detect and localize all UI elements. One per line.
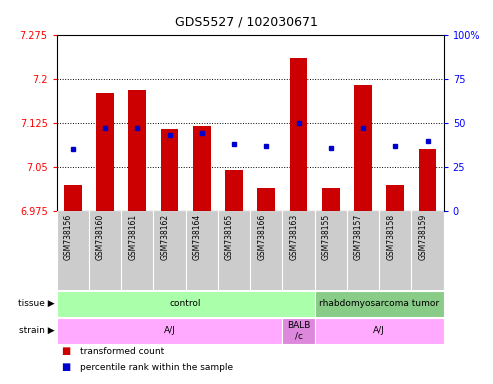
Bar bbox=[57, 318, 282, 344]
Bar bbox=[193, 126, 211, 211]
Bar bbox=[57, 291, 315, 317]
Text: GSM738160: GSM738160 bbox=[96, 214, 105, 260]
Bar bbox=[57, 211, 89, 290]
Bar bbox=[225, 170, 243, 211]
Bar bbox=[64, 185, 82, 211]
Text: tissue ▶: tissue ▶ bbox=[18, 299, 54, 308]
Bar bbox=[282, 318, 315, 344]
Text: BALB
/c: BALB /c bbox=[287, 321, 310, 340]
Text: GSM738163: GSM738163 bbox=[289, 214, 299, 260]
Text: A/J: A/J bbox=[373, 326, 385, 335]
Bar bbox=[121, 211, 153, 290]
Text: strain ▶: strain ▶ bbox=[19, 326, 54, 335]
Bar bbox=[290, 58, 308, 211]
Text: GSM738161: GSM738161 bbox=[128, 214, 138, 260]
Bar bbox=[153, 211, 186, 290]
Bar bbox=[186, 211, 218, 290]
Bar bbox=[419, 149, 436, 211]
Bar bbox=[315, 318, 444, 344]
Bar bbox=[387, 185, 404, 211]
Bar bbox=[129, 91, 146, 211]
Text: GSM738158: GSM738158 bbox=[387, 214, 395, 260]
Bar bbox=[250, 211, 282, 290]
Text: ■: ■ bbox=[62, 346, 71, 356]
Bar bbox=[89, 211, 121, 290]
Bar bbox=[315, 211, 347, 290]
Bar bbox=[96, 93, 114, 211]
Text: GSM738159: GSM738159 bbox=[419, 214, 427, 260]
Bar bbox=[354, 84, 372, 211]
Text: GDS5527 / 102030671: GDS5527 / 102030671 bbox=[175, 15, 318, 28]
Bar bbox=[322, 188, 340, 211]
Text: GSM738155: GSM738155 bbox=[322, 214, 331, 260]
Bar bbox=[315, 291, 444, 317]
Text: GSM738165: GSM738165 bbox=[225, 214, 234, 260]
Text: rhabdomyosarcoma tumor: rhabdomyosarcoma tumor bbox=[319, 299, 439, 308]
Text: GSM738166: GSM738166 bbox=[257, 214, 266, 260]
Text: GSM738156: GSM738156 bbox=[64, 214, 73, 260]
Bar bbox=[379, 211, 412, 290]
Text: GSM738162: GSM738162 bbox=[161, 214, 170, 260]
Bar bbox=[161, 129, 178, 211]
Bar bbox=[218, 211, 250, 290]
Text: A/J: A/J bbox=[164, 326, 176, 335]
Text: GSM738157: GSM738157 bbox=[354, 214, 363, 260]
Text: GSM738164: GSM738164 bbox=[193, 214, 202, 260]
Bar bbox=[282, 211, 315, 290]
Bar bbox=[347, 211, 379, 290]
Text: control: control bbox=[170, 299, 202, 308]
Text: percentile rank within the sample: percentile rank within the sample bbox=[80, 363, 234, 372]
Text: transformed count: transformed count bbox=[80, 347, 165, 356]
Bar bbox=[412, 211, 444, 290]
Bar bbox=[257, 188, 275, 211]
Text: ■: ■ bbox=[62, 362, 71, 372]
